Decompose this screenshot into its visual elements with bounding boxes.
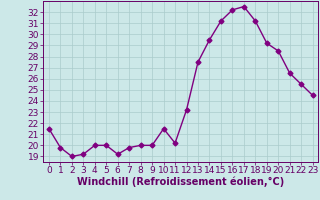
X-axis label: Windchill (Refroidissement éolien,°C): Windchill (Refroidissement éolien,°C)	[77, 177, 284, 187]
